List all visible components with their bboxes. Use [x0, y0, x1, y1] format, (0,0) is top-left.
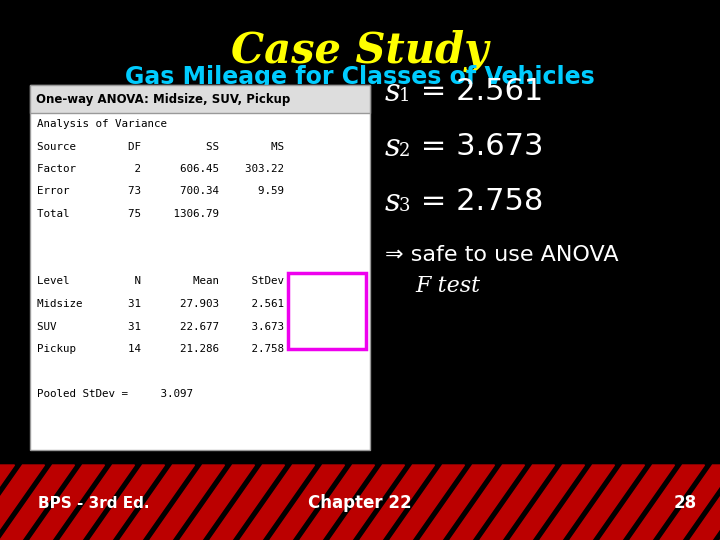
Polygon shape — [450, 465, 524, 540]
Polygon shape — [0, 465, 74, 540]
Text: Chapter 22: Chapter 22 — [308, 494, 412, 512]
Text: Total         75     1306.79: Total 75 1306.79 — [37, 209, 219, 219]
Bar — [30, 85, 370, 113]
Text: One-way ANOVA: Midsize, SUV, Pickup: One-way ANOVA: Midsize, SUV, Pickup — [36, 92, 290, 105]
Polygon shape — [660, 465, 720, 540]
Polygon shape — [300, 465, 374, 540]
Polygon shape — [330, 465, 405, 540]
Polygon shape — [360, 465, 434, 540]
Polygon shape — [510, 465, 585, 540]
Text: ⇒ safe to use ANOVA: ⇒ safe to use ANOVA — [385, 245, 618, 265]
Polygon shape — [30, 465, 104, 540]
Polygon shape — [600, 465, 675, 540]
Text: Factor         2      606.45    303.22: Factor 2 606.45 303.22 — [37, 164, 284, 174]
Polygon shape — [540, 465, 614, 540]
Text: = 2.561: = 2.561 — [411, 77, 544, 106]
Polygon shape — [240, 465, 315, 540]
Text: 2: 2 — [399, 142, 410, 160]
Text: Error         73      700.34      9.59: Error 73 700.34 9.59 — [37, 186, 284, 197]
Text: s: s — [385, 132, 400, 163]
Polygon shape — [420, 465, 495, 540]
Text: = 2.758: = 2.758 — [411, 187, 544, 216]
Polygon shape — [150, 465, 225, 540]
Polygon shape — [570, 465, 644, 540]
Text: Pooled StDev =     3.097: Pooled StDev = 3.097 — [37, 389, 193, 399]
Text: Case Study: Case Study — [231, 30, 489, 72]
Polygon shape — [0, 465, 14, 540]
Polygon shape — [0, 465, 45, 540]
Polygon shape — [120, 465, 194, 540]
Text: Level          N        Mean     StDev: Level N Mean StDev — [37, 276, 284, 287]
Bar — [288, 273, 366, 349]
Polygon shape — [180, 465, 254, 540]
Text: Gas Mileage for Classes of Vehicles: Gas Mileage for Classes of Vehicles — [125, 65, 595, 89]
Text: Pickup        14      21.286     2.758: Pickup 14 21.286 2.758 — [37, 344, 284, 354]
Text: BPS - 3rd Ed.: BPS - 3rd Ed. — [38, 496, 150, 510]
Polygon shape — [690, 465, 720, 540]
Polygon shape — [90, 465, 164, 540]
Text: s: s — [385, 187, 400, 218]
Text: F test: F test — [415, 275, 480, 297]
Text: Midsize       31      27.903     2.561: Midsize 31 27.903 2.561 — [37, 299, 284, 309]
Polygon shape — [60, 465, 135, 540]
Text: 28: 28 — [673, 494, 696, 512]
Text: 1: 1 — [399, 87, 410, 105]
Text: 3: 3 — [399, 197, 410, 215]
Polygon shape — [210, 465, 284, 540]
Text: s: s — [385, 77, 400, 108]
Polygon shape — [390, 465, 464, 540]
Text: Source        DF          SS        MS: Source DF SS MS — [37, 141, 284, 152]
Bar — [30, 85, 370, 450]
Polygon shape — [480, 465, 554, 540]
Text: SUV           31      22.677     3.673: SUV 31 22.677 3.673 — [37, 321, 284, 332]
Polygon shape — [270, 465, 344, 540]
Text: Analysis of Variance: Analysis of Variance — [37, 119, 167, 129]
Polygon shape — [630, 465, 704, 540]
Text: = 3.673: = 3.673 — [411, 132, 544, 161]
